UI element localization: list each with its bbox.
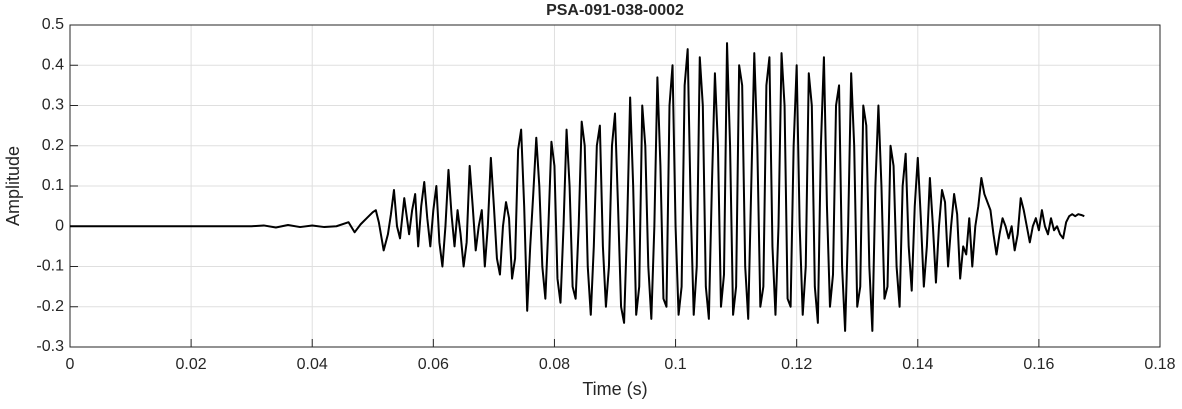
chart-title: PSA-091-038-0002 [546,2,684,19]
x-tick-label: 0 [66,356,75,373]
x-tick-label: 0.18 [1144,356,1175,373]
y-tick-label: -0.2 [36,298,64,315]
y-tick-label: -0.1 [36,258,64,275]
x-tick-label: 0.12 [781,356,812,373]
x-tick-label: 0.04 [297,356,328,373]
x-tick-label: 0.1 [664,356,686,373]
y-tick-label: 0.2 [42,137,64,154]
plot-frame [69,24,1161,348]
y-tick-label: -0.3 [36,338,64,355]
y-tick-label: 0.4 [42,56,64,73]
x-tick-label: 0.14 [902,356,933,373]
x-axis-label: Time (s) [582,379,647,399]
x-tick-label: 0.06 [418,356,449,373]
waveform-line [70,42,1085,332]
y-tick-label: 0.1 [42,177,64,194]
x-tick-label: 0.16 [1023,356,1054,373]
x-tick-label: 0.08 [539,356,570,373]
x-tick-label: 0.02 [176,356,207,373]
y-tick-label: 0.5 [42,16,64,33]
y-tick-label: 0.3 [42,97,64,114]
y-tick-label: 0 [55,217,64,234]
y-axis-label: Amplitude [3,146,23,226]
